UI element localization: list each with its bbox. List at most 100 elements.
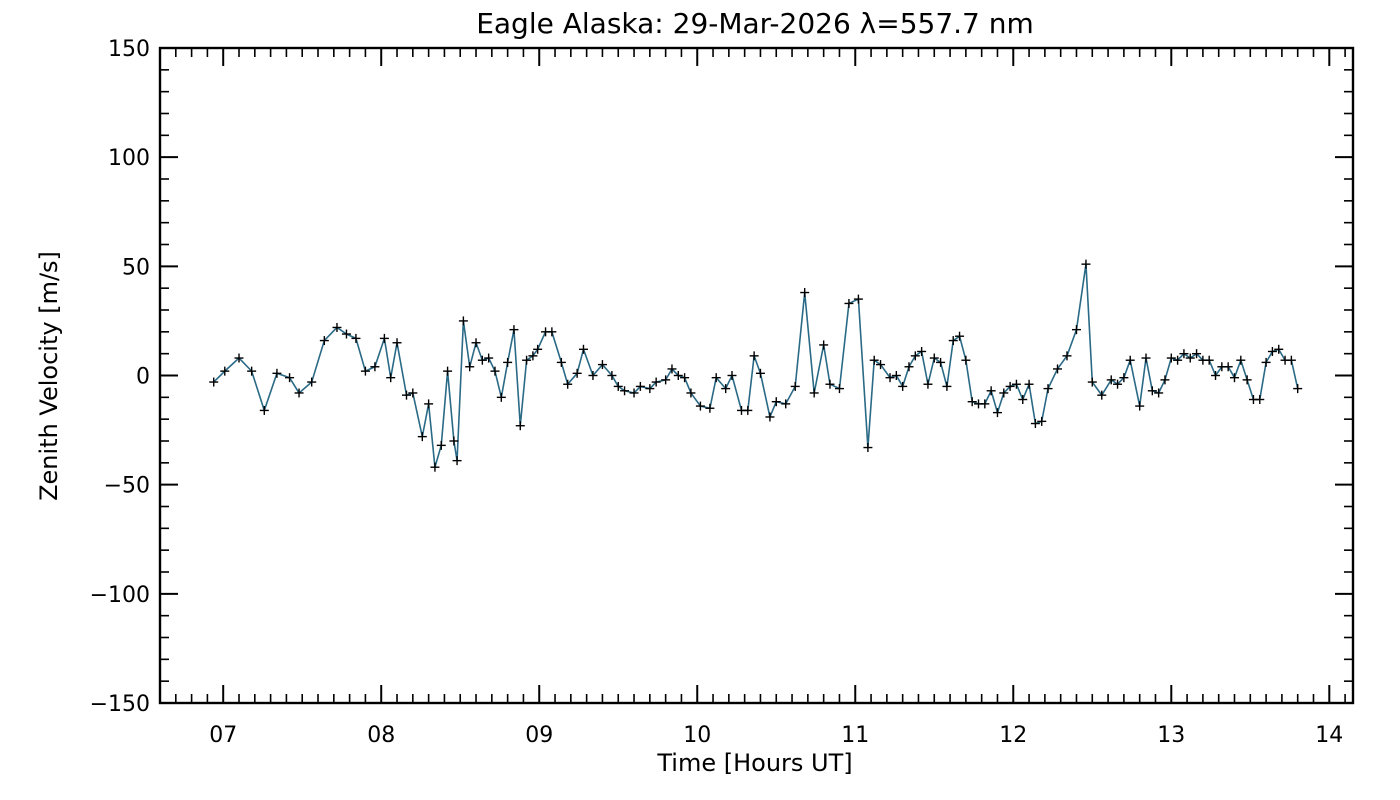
data-point [999, 388, 1009, 398]
data-point [904, 362, 914, 372]
data-point [1147, 386, 1157, 396]
data-point [1030, 419, 1040, 429]
data-point [863, 443, 873, 453]
data-point [484, 353, 494, 363]
data-point [379, 333, 389, 343]
data-point [686, 388, 696, 398]
data-point [471, 338, 481, 348]
data-point [967, 397, 977, 407]
data-point [891, 371, 901, 380]
data-point [673, 371, 683, 380]
data-point [1053, 364, 1063, 374]
data-point [1154, 388, 1164, 398]
data-point [408, 388, 418, 398]
data-point [869, 355, 879, 365]
data-point [386, 373, 396, 383]
data-point [294, 388, 304, 398]
data-point [209, 377, 219, 387]
data-point [332, 322, 342, 332]
data-point [1293, 384, 1303, 394]
data-point [392, 338, 402, 348]
data-point [844, 298, 854, 308]
y-tick-label: 150 [108, 37, 150, 62]
data-point [307, 377, 317, 387]
x-axis-title: Time [Hours UT] [656, 749, 852, 777]
data-point [1255, 395, 1265, 405]
data-point [667, 364, 677, 374]
data-point [809, 388, 819, 398]
data-point [765, 412, 775, 422]
plot-frame [158, 46, 1355, 705]
data-point [285, 373, 295, 383]
data-point [635, 381, 645, 391]
data-point [929, 353, 939, 363]
data-point [1242, 375, 1252, 385]
x-tick-label: 11 [841, 723, 869, 748]
x-ticks [159, 48, 1346, 703]
y-axis-title: Zenith Velocity [m/s] [35, 251, 63, 501]
y-tick-label: 100 [108, 146, 150, 171]
y-tick-label: −100 [90, 583, 150, 608]
data-point [220, 366, 230, 376]
data-point [588, 371, 598, 380]
chart-title: Eagle Alaska: 29-Mar-2026 λ=557.7 nm [476, 7, 1034, 40]
data-point [477, 355, 487, 365]
data-point [424, 399, 434, 409]
data-point [1141, 353, 1151, 363]
data-point [1005, 381, 1015, 391]
data-point [910, 351, 920, 361]
data-point [556, 357, 566, 367]
data-point [749, 351, 759, 361]
data-point [1229, 373, 1239, 383]
data-point [743, 405, 753, 415]
data-point [986, 386, 996, 396]
data-point [853, 294, 863, 304]
data-point [705, 403, 715, 413]
data-point [1037, 416, 1047, 426]
data-point [319, 336, 329, 346]
data-point [661, 375, 671, 385]
data-point [1179, 349, 1189, 359]
data-point [1024, 379, 1034, 389]
series-line [213, 264, 1299, 468]
data-point [1173, 355, 1183, 365]
data-point [680, 373, 690, 383]
data-point [272, 368, 282, 378]
data-point [613, 381, 623, 391]
data-point [259, 405, 269, 415]
data-point [721, 384, 731, 394]
data-point [436, 440, 446, 450]
data-point [936, 357, 946, 367]
data-point [465, 362, 475, 372]
data-point [1223, 362, 1233, 372]
data-point [1011, 379, 1021, 389]
data-point [629, 388, 639, 398]
x-tick-label: 09 [525, 723, 553, 748]
data-point [980, 399, 990, 409]
data-point [825, 379, 835, 389]
data-point [620, 386, 630, 396]
data-point [528, 351, 538, 361]
data-point [1071, 325, 1081, 335]
data-point [572, 368, 582, 378]
data-point [597, 360, 607, 370]
data-point [645, 384, 655, 394]
data-point [819, 340, 829, 350]
data-point [522, 355, 532, 365]
data-point [234, 353, 244, 363]
data-point [917, 346, 927, 356]
data-point [563, 379, 573, 389]
data-point [430, 462, 440, 472]
y-tick-label: 50 [122, 255, 150, 280]
data-point [503, 357, 513, 367]
data-point [800, 288, 810, 298]
data-point [942, 381, 952, 391]
data-point [1267, 346, 1277, 356]
y-ticks [160, 47, 1353, 704]
data-point [1211, 371, 1221, 380]
data-point [578, 344, 588, 354]
x-tick-label: 10 [683, 723, 711, 748]
data-point [1097, 390, 1107, 400]
data-point [961, 355, 971, 365]
